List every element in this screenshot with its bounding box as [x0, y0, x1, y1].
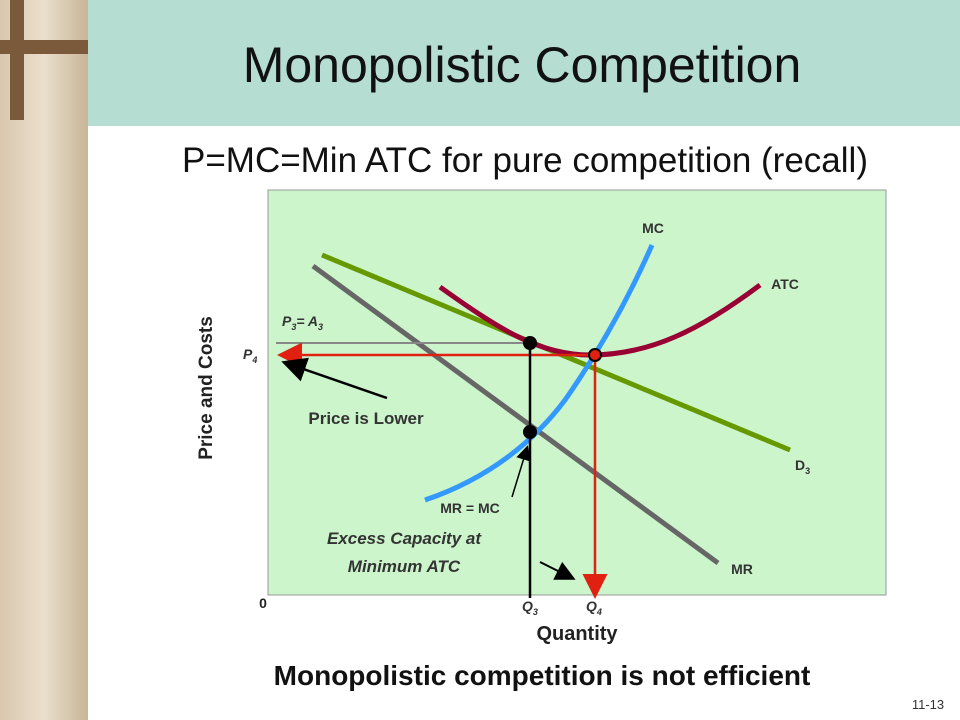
- label-sub: 3: [291, 322, 296, 332]
- mc-curve: [424, 243, 655, 503]
- mr-mc-note: MR = MC: [440, 500, 500, 516]
- slide-number: 11-13: [912, 697, 944, 712]
- title: Monopolistic Competition: [243, 37, 802, 93]
- x-axis-label: Quantity: [536, 623, 618, 645]
- label-main: D: [795, 457, 805, 473]
- excess-note: Excess Capacity at: [327, 529, 482, 548]
- q4-label: Q4: [586, 598, 602, 617]
- subtitle: P=MC=Min ATC for pure competition (recal…: [182, 141, 868, 180]
- label-main: = A: [296, 313, 318, 329]
- price-note: Price is Lower: [308, 409, 424, 428]
- label-sub: 3: [533, 607, 538, 617]
- label-main: P: [243, 346, 253, 362]
- p3-label: P3= A3: [282, 313, 323, 332]
- footer: Monopolistic competition is not efficien…: [274, 660, 811, 691]
- origin-label: 0: [259, 595, 267, 611]
- note-arrow: [539, 561, 576, 580]
- mr-curve: [311, 263, 720, 566]
- atc-label: ATC: [771, 276, 799, 292]
- point: [523, 425, 537, 439]
- label-sub: 3: [318, 322, 323, 332]
- q3-label: Q3: [522, 598, 538, 617]
- label-sub: 4: [596, 607, 602, 617]
- label-sub: 3: [805, 466, 810, 476]
- label-main: Q: [522, 598, 533, 614]
- demand-label: D3: [795, 457, 810, 476]
- note-arrow: [281, 357, 388, 400]
- note-arrow: [511, 445, 531, 498]
- label-main: Q: [586, 598, 597, 614]
- y-axis-label: Price and Costs: [196, 316, 217, 460]
- label-main: P: [282, 313, 292, 329]
- label-sub: 4: [251, 355, 257, 365]
- title-band: [88, 0, 960, 126]
- point: [523, 336, 537, 350]
- p4-label: P4: [243, 346, 257, 365]
- decor: [0, 40, 88, 54]
- point: [588, 348, 602, 362]
- mc-label: MC: [642, 220, 664, 236]
- mr-label: MR: [731, 561, 753, 577]
- decor: [10, 0, 24, 120]
- excess-note: Minimum ATC: [348, 557, 461, 576]
